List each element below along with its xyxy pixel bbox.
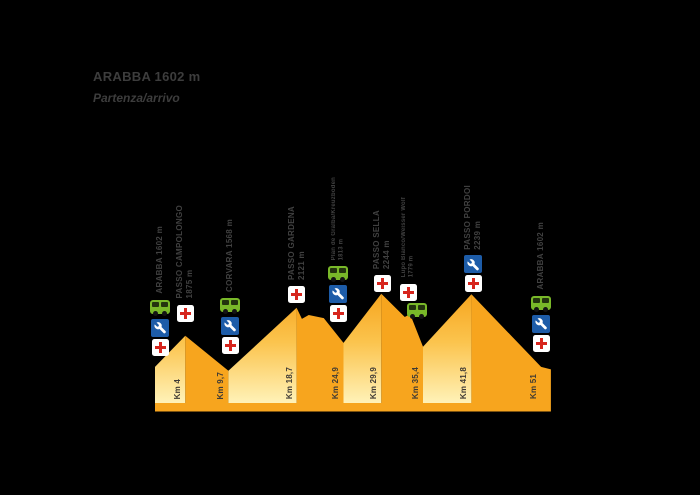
bus-icon xyxy=(220,297,241,314)
km-label: Km 51 xyxy=(529,373,539,399)
station-passo-campolongo: PASSO CAMPOLONGO 1875 m xyxy=(171,205,199,322)
red-cross-icon xyxy=(288,285,306,303)
profile-segment-descent-5 xyxy=(381,293,423,403)
red-cross-icon xyxy=(151,338,169,356)
wrench-icon xyxy=(221,316,240,335)
km-label: Km 18,7 xyxy=(284,366,294,399)
red-cross-icon xyxy=(176,304,194,322)
station-label: PASSO GARDENA 2121 m xyxy=(287,206,307,280)
km-label: Km 4 xyxy=(173,378,183,399)
station-label-line: CORVARA 1568 m xyxy=(225,218,235,292)
km-label: Km 24,9 xyxy=(331,366,341,399)
station-label-line: 2121 m xyxy=(296,250,306,280)
profile-segment-descent-3 xyxy=(296,307,344,403)
station-corvara: CORVARA 1568 m xyxy=(216,219,244,354)
station-label-line: 2244 m xyxy=(382,239,392,269)
station-label: ARABBA 1602 m xyxy=(155,226,165,294)
profile-segment-descent-1 xyxy=(185,335,229,403)
red-cross-icon xyxy=(532,334,550,352)
station-label: CORVARA 1568 m xyxy=(225,219,235,292)
profile-segment-climb-6 xyxy=(423,294,472,403)
station-label: PASSO SELLA 2244 m xyxy=(372,210,392,269)
station-label-line: Plan de Gralba/Kreuzboden xyxy=(330,176,337,260)
station-label-line: PASSO SELLA xyxy=(372,209,382,269)
station-label-line: PASSO CAMPOLONGO xyxy=(175,205,185,299)
station-label: PASSO PORDOI 2239 m xyxy=(463,185,483,250)
wrench-icon xyxy=(464,255,483,274)
profile-base-strip xyxy=(155,403,551,412)
station-label: PASSO CAMPOLONGO 1875 m xyxy=(175,205,195,299)
station-label-line: PASSO PORDOI xyxy=(463,184,473,250)
station-label: ARABBA 1602 m xyxy=(536,222,546,290)
wrench-icon xyxy=(329,284,348,303)
profile-segment-climb-4 xyxy=(343,293,382,403)
km-label: Km 35,4 xyxy=(410,366,420,399)
station-arabba: ARABBA 1602 m xyxy=(146,226,174,356)
station-label-line: 2239 m xyxy=(473,220,483,250)
km-label: Km 9,7 xyxy=(216,371,226,399)
profile-segment-descent-7 xyxy=(471,294,551,403)
station-label: Lupo Bianco/Weisser Wolf 1779 m xyxy=(401,197,416,277)
km-label: Km 41,8 xyxy=(459,366,469,399)
station-arabba: ARABBA 1602 m xyxy=(527,222,555,352)
station-lupo-bianco-weisser-wolf: Lupo Bianco/Weisser Wolf 1779 m xyxy=(395,197,427,319)
station-passo-gardena: PASSO GARDENA 2121 m xyxy=(283,206,311,303)
red-cross-icon xyxy=(464,275,482,293)
station-passo-sella: PASSO SELLA 2244 m xyxy=(368,210,396,292)
red-cross-icon xyxy=(373,274,391,292)
profile-segment-climb-2 xyxy=(228,307,297,403)
page-title: ARABBA 1602 m xyxy=(93,69,201,84)
bus-icon xyxy=(406,302,427,319)
station-passo-pordoi: PASSO PORDOI 2239 m xyxy=(459,185,487,293)
red-cross-icon xyxy=(400,283,418,301)
station-label-line: 1779 m xyxy=(408,256,415,278)
profile-segment-climb-0 xyxy=(155,335,186,403)
wrench-icon xyxy=(151,318,169,337)
red-cross-icon xyxy=(329,304,347,322)
title-block: ARABBA 1602 m Partenza/arrivo xyxy=(93,69,200,105)
km-label: Km 29,9 xyxy=(369,366,379,399)
station-label-line: 1875 m xyxy=(185,269,195,299)
station-plan-de-gralba-kreuzboden: Plan de Gralba/Kreuzboden 1813 m xyxy=(324,177,352,322)
station-label-line: PASSO GARDENA xyxy=(286,205,296,280)
station-label: Plan de Gralba/Kreuzboden 1813 m xyxy=(331,177,346,260)
wrench-icon xyxy=(532,314,551,333)
bus-icon xyxy=(531,295,552,312)
bus-icon xyxy=(150,299,170,316)
page-subtitle: Partenza/arrivo xyxy=(93,91,180,105)
station-label-line: ARABBA 1602 m xyxy=(155,226,164,294)
red-cross-icon xyxy=(221,336,239,354)
station-label-line: 1813 m xyxy=(338,238,345,260)
bus-icon xyxy=(328,265,349,282)
station-label-line: ARABBA 1602 m xyxy=(536,222,546,290)
